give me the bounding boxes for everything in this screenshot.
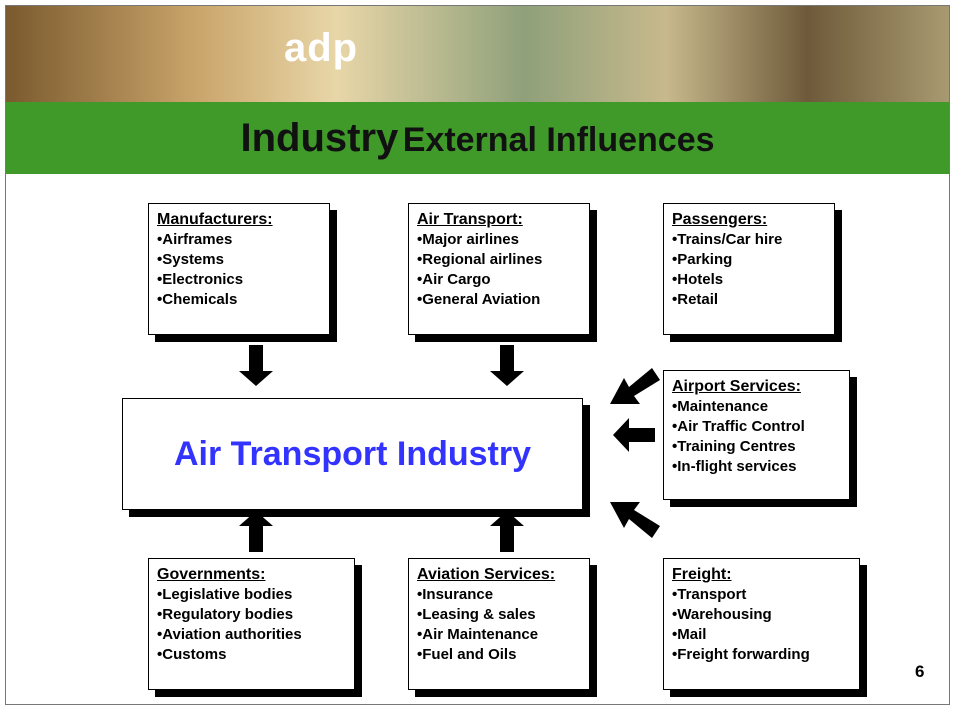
box-item: •In-flight services — [672, 457, 841, 477]
influence-box: Governments:•Legislative bodies•Regulato… — [148, 558, 355, 690]
box-item: •Air Cargo — [417, 270, 581, 290]
box-heading: Air Transport: — [417, 210, 581, 230]
box-item: •Parking — [672, 250, 826, 270]
box-item: •Maintenance — [672, 397, 841, 417]
influence-box: Airport Services:•Maintenance•Air Traffi… — [663, 370, 850, 500]
box-heading: Airport Services: — [672, 377, 841, 397]
box-item: •Regulatory bodies — [157, 605, 346, 625]
influence-box: Air Transport:•Major airlines•Regional a… — [408, 203, 590, 335]
arrow-down — [239, 345, 273, 386]
arrow-up — [490, 511, 524, 552]
box-heading: Governments: — [157, 565, 346, 585]
arrow-up — [239, 511, 273, 552]
box-item: •Retail — [672, 290, 826, 310]
box-item: •Systems — [157, 250, 321, 270]
influence-box: Manufacturers:•Airframes•Systems•Electro… — [148, 203, 330, 335]
slide: adp Industry External Influences Air Tra… — [0, 0, 959, 721]
box-item: •Warehousing — [672, 605, 851, 625]
box-item: •Customs — [157, 645, 346, 665]
box-item: •General Aviation — [417, 290, 581, 310]
box-heading: Freight: — [672, 565, 851, 585]
center-label: Air Transport Industry — [174, 435, 531, 474]
box-heading: Aviation Services: — [417, 565, 581, 585]
influence-box: Aviation Services:•Insurance•Leasing & s… — [408, 558, 590, 690]
box-item: •Airframes — [157, 230, 321, 250]
influence-box: Freight:•Transport•Warehousing•Mail•Frei… — [663, 558, 860, 690]
box-item: •Chemicals — [157, 290, 321, 310]
influence-box: Passengers:•Trains/Car hire•Parking•Hote… — [663, 203, 835, 335]
arrow-left — [613, 418, 655, 452]
arrow-diagonal — [610, 368, 660, 404]
box-item: •Mail — [672, 625, 851, 645]
box-item: •Trains/Car hire — [672, 230, 826, 250]
arrow-diagonal — [610, 502, 660, 538]
box-item: •Leasing & sales — [417, 605, 581, 625]
box-item: •Aviation authorities — [157, 625, 346, 645]
box-item: •Training Centres — [672, 437, 841, 457]
page-number: 6 — [915, 662, 924, 682]
box-item: •Freight forwarding — [672, 645, 851, 665]
center-box: Air Transport Industry — [122, 398, 583, 510]
box-item: •Air Traffic Control — [672, 417, 841, 437]
box-item: •Regional airlines — [417, 250, 581, 270]
box-item: •Legislative bodies — [157, 585, 346, 605]
box-item: •Insurance — [417, 585, 581, 605]
box-heading: Passengers: — [672, 210, 826, 230]
box-item: •Major airlines — [417, 230, 581, 250]
box-item: •Air Maintenance — [417, 625, 581, 645]
box-item: •Fuel and Oils — [417, 645, 581, 665]
box-item: •Hotels — [672, 270, 826, 290]
box-item: •Transport — [672, 585, 851, 605]
arrow-down — [490, 345, 524, 386]
box-item: •Electronics — [157, 270, 321, 290]
box-heading: Manufacturers: — [157, 210, 321, 230]
